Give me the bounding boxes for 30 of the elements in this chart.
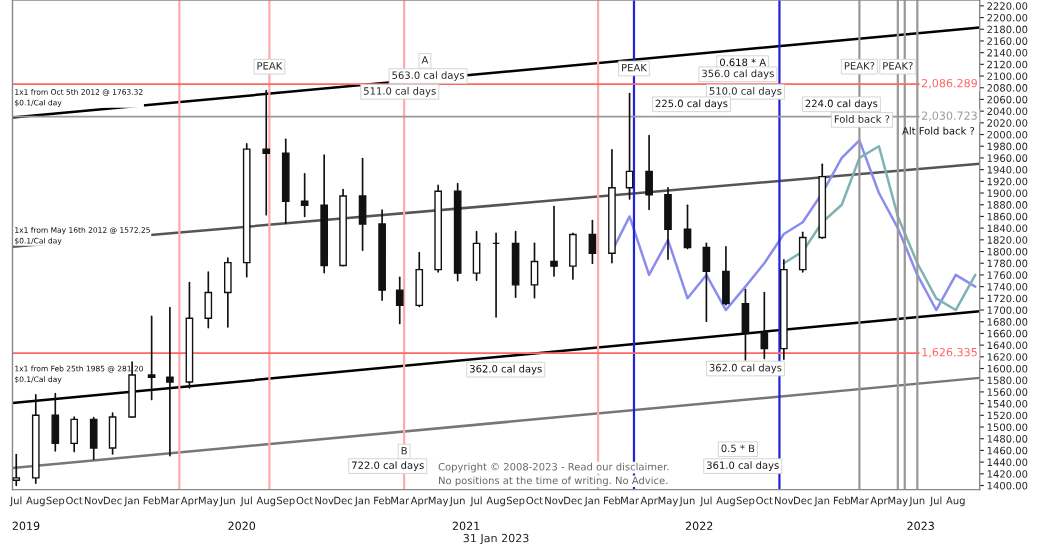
candlestick: [262, 89, 271, 216]
candlestick: [415, 251, 424, 308]
candlestick: [51, 392, 60, 452]
candlestick: [166, 306, 174, 457]
candlestick: [147, 315, 156, 401]
candlestick: [702, 242, 711, 322]
candlestick: [108, 412, 117, 455]
candlestick: [472, 230, 481, 282]
candlestick: [741, 288, 750, 361]
line-series: [610, 139, 977, 312]
candlestick: [683, 204, 692, 250]
candlestick: [204, 271, 213, 329]
candlestick: [223, 257, 232, 328]
candlestick: [798, 231, 807, 273]
candlestick: [760, 291, 769, 360]
candlestick: [511, 230, 520, 298]
candlestick: [530, 242, 539, 299]
candlestick: [12, 453, 21, 487]
candlestick: [70, 416, 79, 453]
candlestick: [722, 246, 730, 306]
candlestick: [395, 276, 404, 325]
candlestick: [645, 134, 653, 211]
candlestick: [89, 416, 98, 461]
candlestick: [281, 138, 290, 225]
candlestick: [550, 205, 558, 277]
candlestick: [569, 232, 577, 280]
candlestick: [358, 157, 367, 252]
candlestick: [588, 219, 597, 265]
line-series: [782, 144, 977, 312]
candlestick: [664, 186, 672, 260]
